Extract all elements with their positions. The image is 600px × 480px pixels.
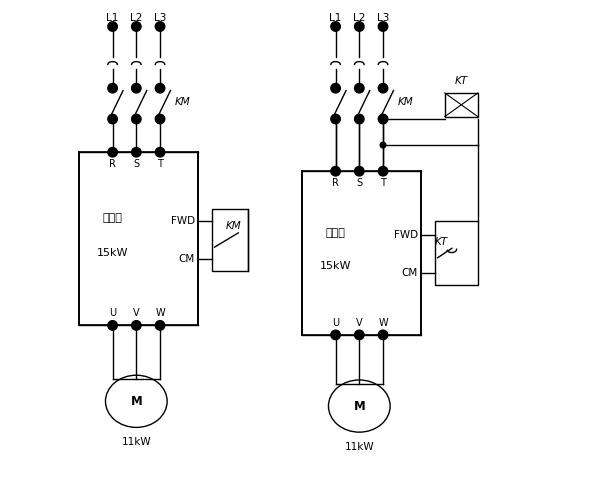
Circle shape xyxy=(155,114,165,124)
Text: R: R xyxy=(332,179,339,188)
Circle shape xyxy=(331,330,340,340)
Text: T: T xyxy=(380,179,386,188)
Circle shape xyxy=(108,147,118,157)
Text: 11kW: 11kW xyxy=(344,442,374,452)
Circle shape xyxy=(108,84,118,93)
Circle shape xyxy=(131,114,141,124)
Text: L3: L3 xyxy=(154,13,166,23)
Circle shape xyxy=(155,22,165,31)
Circle shape xyxy=(355,167,364,176)
Text: S: S xyxy=(133,159,139,169)
Text: 变频器: 变频器 xyxy=(103,213,122,223)
Text: 变频器: 变频器 xyxy=(326,228,346,239)
Circle shape xyxy=(131,84,141,93)
Bar xyxy=(435,221,478,285)
Text: KM: KM xyxy=(225,221,241,231)
Circle shape xyxy=(155,321,165,330)
Circle shape xyxy=(380,116,386,122)
Circle shape xyxy=(355,22,364,31)
Circle shape xyxy=(355,84,364,93)
Text: KM: KM xyxy=(174,97,190,108)
Bar xyxy=(302,171,421,335)
Circle shape xyxy=(331,84,340,93)
Text: V: V xyxy=(356,318,362,328)
Text: M: M xyxy=(353,399,365,412)
Circle shape xyxy=(331,22,340,31)
Circle shape xyxy=(331,167,340,176)
Text: S: S xyxy=(356,179,362,188)
Circle shape xyxy=(378,114,388,124)
Circle shape xyxy=(378,330,388,340)
Circle shape xyxy=(131,22,141,31)
Circle shape xyxy=(378,22,388,31)
Text: FWD: FWD xyxy=(170,216,194,226)
Text: U: U xyxy=(109,308,116,318)
Circle shape xyxy=(108,22,118,31)
Circle shape xyxy=(108,321,118,330)
Text: FWD: FWD xyxy=(394,230,418,240)
Text: W: W xyxy=(378,318,388,328)
Circle shape xyxy=(331,114,340,124)
Text: T: T xyxy=(157,159,163,169)
Text: KM: KM xyxy=(397,97,413,108)
Circle shape xyxy=(378,167,388,176)
Circle shape xyxy=(380,142,386,148)
Text: U: U xyxy=(332,318,339,328)
Circle shape xyxy=(378,84,388,93)
Circle shape xyxy=(131,147,141,157)
Circle shape xyxy=(108,114,118,124)
Text: CM: CM xyxy=(401,268,418,278)
Text: CM: CM xyxy=(178,254,194,264)
Text: V: V xyxy=(133,308,140,318)
Text: L2: L2 xyxy=(130,13,143,23)
Text: M: M xyxy=(130,395,142,408)
Bar xyxy=(79,152,198,325)
Text: R: R xyxy=(109,159,116,169)
Text: 15kW: 15kW xyxy=(320,261,352,271)
Bar xyxy=(445,93,478,117)
Text: L3: L3 xyxy=(377,13,389,23)
Circle shape xyxy=(155,147,165,157)
Text: W: W xyxy=(155,308,165,318)
Text: L1: L1 xyxy=(329,13,342,23)
Circle shape xyxy=(355,330,364,340)
Text: L2: L2 xyxy=(353,13,365,23)
Text: KT: KT xyxy=(455,76,468,86)
Circle shape xyxy=(355,114,364,124)
Text: 15kW: 15kW xyxy=(97,248,128,258)
Text: 11kW: 11kW xyxy=(122,437,151,447)
Text: KT: KT xyxy=(435,237,448,247)
Circle shape xyxy=(155,84,165,93)
Text: L1: L1 xyxy=(106,13,119,23)
Bar xyxy=(212,209,248,271)
Circle shape xyxy=(131,321,141,330)
